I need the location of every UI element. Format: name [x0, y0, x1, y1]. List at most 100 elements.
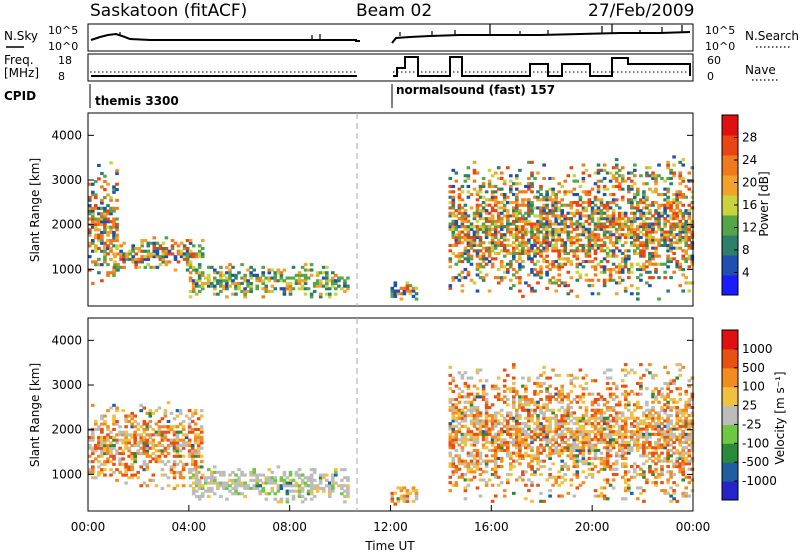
echo-cell [496, 166, 501, 170]
echo-cell [521, 432, 525, 436]
echo-cell [112, 268, 116, 272]
echo-cell [608, 171, 613, 175]
echo-cell [530, 249, 534, 253]
echo-cell [623, 368, 628, 372]
echo-cell [328, 295, 332, 299]
echo-cell [593, 249, 598, 253]
echo-cell [554, 227, 558, 231]
echo-cell [563, 411, 567, 415]
echo-cell [633, 430, 637, 434]
echo-cell [518, 451, 522, 455]
echo-cell [593, 489, 598, 493]
echo-cell [148, 446, 153, 450]
echo-cell [196, 449, 201, 453]
echo-cell [199, 476, 204, 480]
echo-cell [599, 462, 604, 466]
echo-cell [524, 446, 528, 450]
echo-cell [633, 195, 637, 199]
echo-cell [536, 249, 540, 253]
echo-cell [106, 182, 110, 186]
echo-cell [460, 419, 465, 423]
echo-cell [496, 201, 501, 205]
echo-cell [130, 422, 134, 426]
echo-cell [493, 475, 498, 479]
echo-cell [243, 276, 247, 280]
echo-cell [506, 209, 510, 213]
echo-cell [94, 225, 98, 229]
echo-cell [133, 435, 137, 439]
echo-cell [451, 206, 456, 210]
colorbar-tick-label: 4 [742, 266, 750, 280]
echo-cell [572, 179, 577, 183]
echo-cell [542, 465, 546, 469]
echo-cell [666, 203, 670, 207]
echo-cell [557, 389, 561, 393]
echo-cell [502, 448, 507, 452]
echo-cell [161, 249, 166, 253]
echo-cell [115, 172, 119, 176]
echo-cell [472, 414, 477, 418]
colorbar-tick-label: -25 [742, 417, 762, 431]
echo-cell [623, 257, 628, 261]
nsky-tick-top-left: 10^5 [48, 24, 78, 37]
echo-cell [475, 268, 480, 272]
echo-cell [617, 233, 622, 237]
echo-cell [596, 198, 601, 202]
echo-cell [566, 427, 571, 431]
echo-cell [590, 217, 595, 221]
echo-cell [160, 452, 165, 456]
echo-cell [399, 497, 404, 501]
echo-cell [496, 276, 501, 280]
echo-cell [103, 462, 107, 466]
echo-cell [152, 252, 157, 256]
echo-cell [684, 230, 688, 234]
echo-cell [331, 484, 335, 488]
echo-cell [593, 203, 598, 207]
echo-cell [654, 424, 658, 428]
echo-cell [118, 446, 122, 450]
echo-cell [617, 435, 622, 439]
echo-cell [605, 454, 610, 458]
echo-cell [648, 451, 652, 455]
echo-cell [469, 225, 474, 229]
echo-cell [539, 273, 543, 277]
echo-cell [469, 459, 474, 463]
echo-cell [502, 494, 507, 498]
echo-cell [399, 292, 404, 296]
echo-cell [112, 438, 116, 442]
echo-cell [627, 371, 631, 375]
echo-cell [127, 468, 131, 472]
echo-cell [611, 467, 616, 471]
echo-cell [88, 444, 92, 448]
echo-cell [639, 209, 643, 213]
echo-cell [672, 198, 676, 202]
echo-cell [164, 236, 169, 240]
echo-cell [560, 432, 564, 436]
echo-cell [536, 427, 540, 431]
echo-cell [155, 249, 160, 253]
echo-cell [481, 432, 486, 436]
echo-cell [666, 198, 670, 202]
echo-cell [496, 422, 501, 426]
echo-cell [493, 459, 498, 463]
echo-cell [608, 414, 613, 418]
echo-cell [563, 222, 567, 226]
echo-cell [145, 465, 150, 469]
echo-cell [115, 188, 119, 192]
echo-cell [181, 468, 186, 472]
echo-cell [530, 400, 534, 404]
echo-cell [175, 435, 180, 439]
echo-cell [309, 295, 314, 299]
echo-cell [596, 278, 601, 282]
echo-cell [173, 257, 178, 261]
echo-cell [596, 209, 601, 213]
echo-cell [207, 265, 211, 269]
echo-cell [112, 190, 116, 194]
echo-cell [542, 414, 546, 418]
echo-cell [193, 465, 198, 469]
colorbar-swatch [722, 367, 738, 388]
echo-cell [663, 435, 667, 439]
echo-cell [542, 260, 546, 264]
echo-cell [657, 174, 661, 178]
echo-cell [163, 430, 168, 434]
